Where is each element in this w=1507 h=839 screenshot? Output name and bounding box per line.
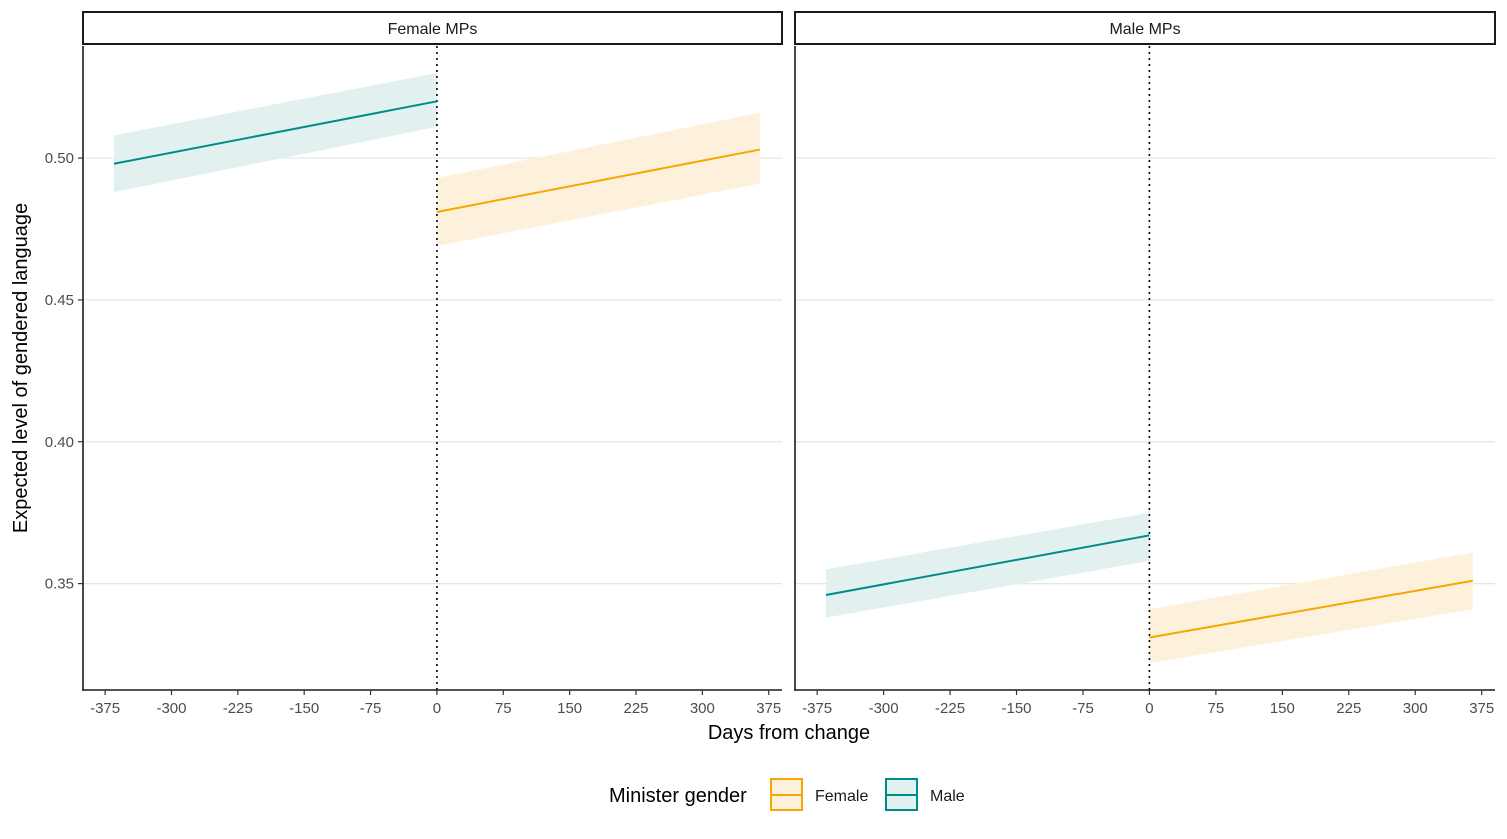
x-tick-label: -75 xyxy=(360,700,382,717)
facet-panel-male-mps: Male MPs -375 -300 -225 -150 -75 0 75 150 225 300 3… xyxy=(794,11,1496,717)
legend-label-female: Female xyxy=(815,788,868,805)
x-tick-label: -225 xyxy=(223,700,253,717)
series-line-female xyxy=(436,148,761,213)
x-tick-label: 375 xyxy=(756,700,781,717)
x-tick-label: 300 xyxy=(1403,700,1428,717)
y-tick-label: 0.45 xyxy=(45,292,74,309)
x-tick-label: -300 xyxy=(156,700,186,717)
x-tick-label: 375 xyxy=(1469,700,1494,717)
facet-strip-label: Female MPs xyxy=(388,21,478,38)
x-tick-label: -375 xyxy=(802,700,832,717)
x-tick-label: 300 xyxy=(690,700,715,717)
facet-panel-female-mps: Female MPs -375 -300 -225 -150 -75 0 75 150 225 30… xyxy=(45,11,783,717)
x-tick-label: -75 xyxy=(1072,700,1094,717)
y-axis-title: Expected level of gendered language xyxy=(10,203,32,533)
x-tick-label: -150 xyxy=(289,700,319,717)
x-tick-label: -225 xyxy=(935,700,965,717)
y-tick-label: 0.40 xyxy=(45,434,74,451)
x-tick-label: 0 xyxy=(433,700,441,717)
x-tick-label: -300 xyxy=(869,700,899,717)
legend-label-male: Male xyxy=(930,788,965,805)
x-axis-title: Days from change xyxy=(708,722,870,744)
x-tick-label: -150 xyxy=(1002,700,1032,717)
x-tick-label: 0 xyxy=(1145,700,1153,717)
legend-key-male xyxy=(885,778,918,811)
confidence-band-female xyxy=(1149,552,1473,664)
facet-strip xyxy=(82,11,783,45)
x-tick-label: 150 xyxy=(557,700,582,717)
x-tick-label: 75 xyxy=(495,700,512,717)
x-tick-label: -375 xyxy=(90,700,120,717)
series-line-male xyxy=(825,534,1150,596)
x-tick-label: 225 xyxy=(1336,700,1361,717)
y-tick-label: 0.50 xyxy=(45,150,74,167)
legend-key-female xyxy=(770,778,803,811)
x-tick-label: 75 xyxy=(1208,700,1225,717)
series-line-female xyxy=(1149,579,1474,639)
x-tick-label: 150 xyxy=(1270,700,1295,717)
legend-title: Minister gender xyxy=(609,785,747,807)
legend: Minister gender Female Male xyxy=(609,778,965,811)
y-tick-label: 0.35 xyxy=(45,576,74,593)
facet-strip-label: Male MPs xyxy=(1109,21,1180,38)
facet-strip xyxy=(794,11,1496,45)
confidence-band-female xyxy=(436,112,760,247)
x-tick-label: 225 xyxy=(623,700,648,717)
series-line-male xyxy=(113,100,438,165)
